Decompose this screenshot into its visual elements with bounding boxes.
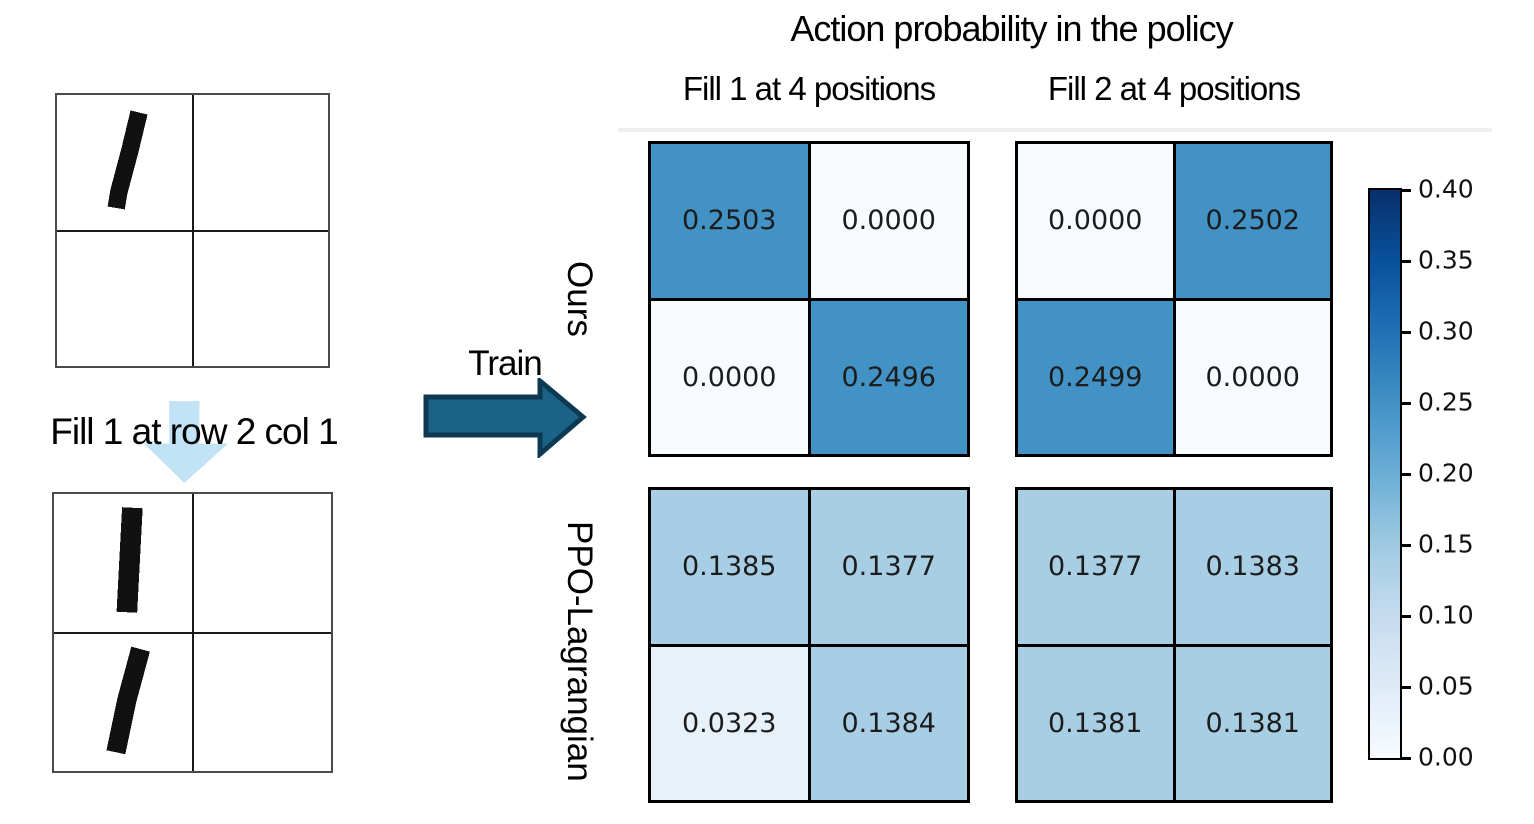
heatmap-cell: 0.1381 — [1018, 646, 1173, 800]
heatmap-cell: 0.1377 — [1018, 490, 1173, 644]
colorbar-tick-mark — [1402, 615, 1411, 618]
grid-cell-r2c1 — [54, 633, 192, 771]
grid-cell-r1c1 — [57, 95, 192, 230]
colorbar-tick-label: 0.15 — [1418, 529, 1474, 559]
heatmap-cell: 0.0323 — [651, 646, 808, 800]
column-header-fill2: Fill 2 at 4 positions — [1047, 70, 1301, 107]
colorbar-tick-label: 0.20 — [1418, 458, 1474, 488]
colorbar-tick-mark — [1402, 402, 1411, 405]
colorbar: 0.40 0.35 0.30 0.25 0.20 0.15 0.10 0.05 0.00 — [1368, 174, 1474, 771]
colorbar-tick-label: 0.00 — [1418, 742, 1474, 772]
row-label-ppo-lagrangian: PPO-Lagrangian — [560, 520, 599, 782]
train-arrow-icon — [422, 375, 588, 460]
heatmap-cell: 0.2502 — [1175, 144, 1330, 298]
colorbar-tick-label: 0.35 — [1418, 245, 1474, 275]
grid-cell-r2c1 — [57, 231, 192, 366]
mnist-digit-1 — [107, 110, 148, 210]
grid-cell-r1c2 — [193, 494, 331, 632]
heatmap-cell: 0.1385 — [651, 490, 808, 644]
colorbar-tick-mark — [1402, 544, 1411, 547]
heatmap-cell: 0.0000 — [1018, 144, 1173, 298]
heatmap-ppo-fill1: 0.1385 0.1377 0.0323 0.1384 — [648, 487, 970, 803]
colorbar-tick-mark — [1402, 757, 1411, 760]
grid-cell-r1c2 — [193, 95, 328, 230]
heatmap-cell: 0.0000 — [810, 144, 967, 298]
heatmap-ours-fill2: 0.0000 0.2502 0.2499 0.0000 — [1015, 141, 1333, 457]
colorbar-tick-mark — [1402, 331, 1411, 334]
grid-cell-r2c2 — [193, 633, 331, 771]
row-label-ours: Ours — [560, 261, 599, 337]
colorbar-tick-label: 0.40 — [1418, 174, 1474, 204]
colorbar-tick-label: 0.05 — [1418, 671, 1474, 701]
grid-cell-r2c2 — [193, 231, 328, 366]
action-label: Fill 1 at row 2 col 1 — [50, 411, 338, 452]
heatmap-cell: 0.2499 — [1018, 300, 1173, 454]
mnist-digit-1 — [116, 507, 143, 613]
heatmap-ppo-fill2: 0.1377 0.1383 0.1381 0.1381 — [1015, 487, 1333, 803]
heatmap-cell: 0.1381 — [1175, 646, 1330, 800]
chart-title: Action probability in the policy — [790, 8, 1233, 49]
heatmap-cell: 0.1384 — [810, 646, 967, 800]
heatmap-cell: 0.0000 — [651, 300, 808, 454]
mnist-digit-1 — [106, 646, 150, 754]
heatmap-ours-fill1: 0.2503 0.0000 0.0000 0.2496 — [648, 141, 970, 457]
colorbar-tick-mark — [1402, 686, 1411, 689]
header-divider — [618, 128, 1492, 132]
colorbar-tick-mark — [1402, 260, 1411, 263]
colorbar-tick-label: 0.10 — [1418, 600, 1474, 630]
colorbar-tick-label: 0.30 — [1418, 316, 1474, 346]
column-header-fill1: Fill 1 at 4 positions — [682, 70, 936, 107]
train-label: Train — [468, 344, 542, 383]
heatmap-cell: 0.0000 — [1175, 300, 1330, 454]
heatmap-cell: 0.1383 — [1175, 490, 1330, 644]
grid-cell-r1c1 — [54, 494, 192, 632]
colorbar-tick-label: 0.25 — [1418, 387, 1474, 417]
colorbar-ticks: 0.40 0.35 0.30 0.25 0.20 0.15 0.10 0.05 0.00 — [1370, 174, 1474, 771]
heatmap-cell: 0.2503 — [651, 144, 808, 298]
heatmap-cell: 0.2496 — [810, 300, 967, 454]
state-grid-before — [55, 93, 330, 368]
state-grid-after — [52, 492, 333, 773]
colorbar-tick-mark — [1402, 473, 1411, 476]
colorbar-tick-mark — [1402, 189, 1411, 192]
heatmap-cell: 0.1377 — [810, 490, 967, 644]
